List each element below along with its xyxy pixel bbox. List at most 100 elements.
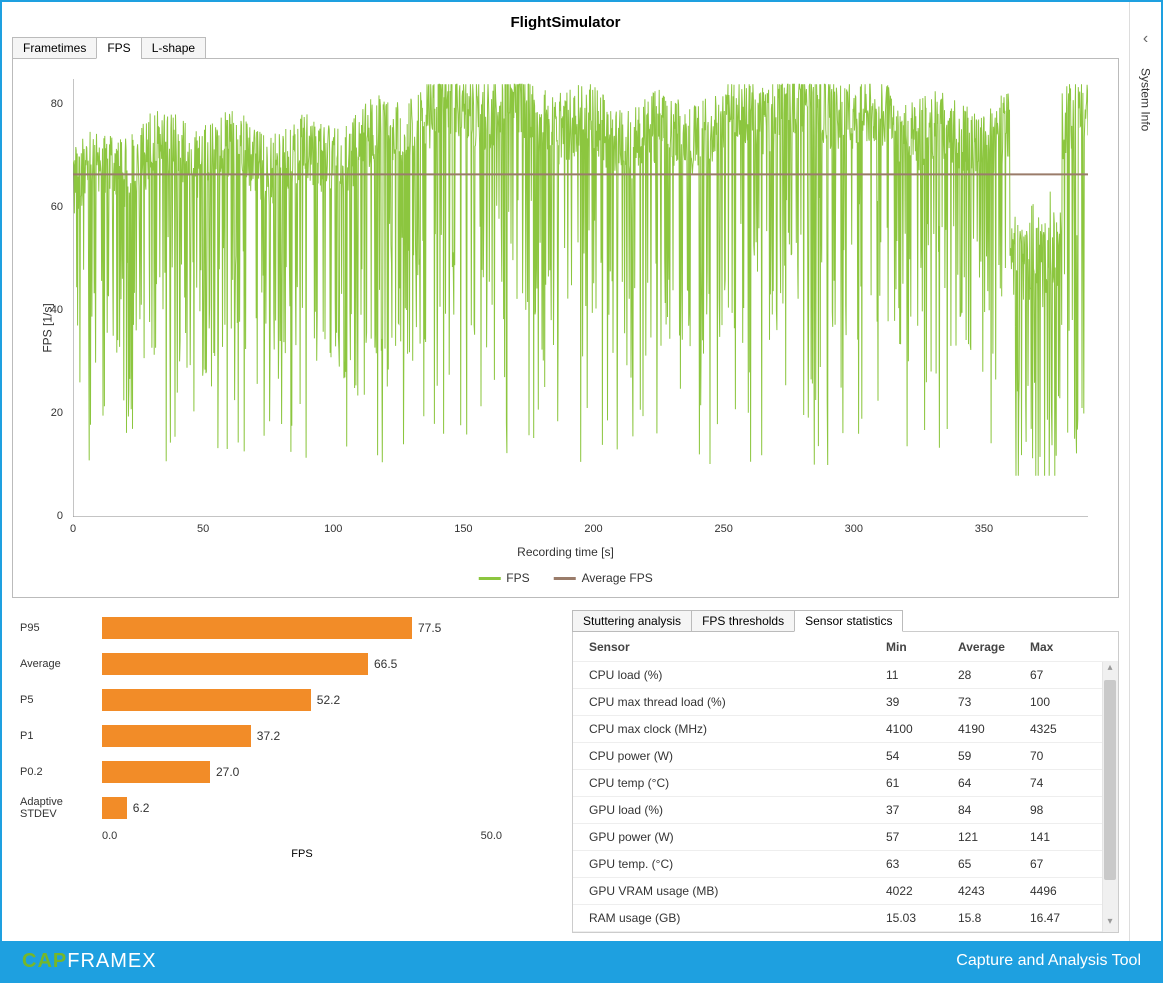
tab-stuttering-analysis[interactable]: Stuttering analysis bbox=[572, 610, 692, 632]
footer-bar: CAPFRAMEX Capture and Analysis Tool bbox=[2, 941, 1161, 981]
cell: 57 bbox=[886, 830, 958, 844]
cell: 39 bbox=[886, 695, 958, 709]
bar-label: P1 bbox=[20, 730, 102, 742]
cell: 37 bbox=[886, 803, 958, 817]
bar-row-adaptive-stdev: Adaptive STDEV6.2 bbox=[20, 790, 552, 826]
cell: 4325 bbox=[1030, 722, 1102, 736]
cell: 67 bbox=[1030, 857, 1102, 871]
scroll-thumb[interactable] bbox=[1104, 680, 1116, 880]
table-row[interactable]: CPU load (%)112867 bbox=[573, 662, 1118, 689]
legend-item: Average FPS bbox=[554, 571, 653, 585]
cell: CPU max clock (MHz) bbox=[589, 722, 886, 736]
col-min[interactable]: Min bbox=[886, 640, 958, 654]
cell: RAM usage (GB) bbox=[589, 911, 886, 925]
col-sensor[interactable]: Sensor bbox=[589, 640, 886, 654]
table-row[interactable]: GPU load (%)378498 bbox=[573, 797, 1118, 824]
percentile-bar-chart: P9577.5Average66.5P552.2P137.2P0.227.0Ad… bbox=[12, 610, 552, 933]
bar-value: 52.2 bbox=[317, 693, 340, 707]
bar-row-p0-2: P0.227.0 bbox=[20, 754, 552, 790]
chevron-left-icon: ‹ bbox=[1143, 30, 1148, 48]
main-area: FlightSimulator FrametimesFPSL-shape FPS… bbox=[2, 2, 1161, 941]
y-tick-label: 80 bbox=[33, 98, 63, 110]
cell: 28 bbox=[958, 668, 1030, 682]
y-tick-label: 60 bbox=[33, 201, 63, 213]
cell: 70 bbox=[1030, 749, 1102, 763]
table-row[interactable]: CPU temp (°C)616474 bbox=[573, 770, 1118, 797]
scrollbar[interactable]: ▴ ▾ bbox=[1102, 662, 1118, 932]
bar-value: 66.5 bbox=[374, 657, 397, 671]
cell: GPU VRAM usage (MB) bbox=[589, 884, 886, 898]
table-row[interactable]: CPU max thread load (%)3973100 bbox=[573, 689, 1118, 716]
scroll-down-icon[interactable]: ▾ bbox=[1102, 916, 1118, 932]
app-logo: CAPFRAMEX bbox=[22, 950, 157, 973]
cell: 4190 bbox=[958, 722, 1030, 736]
cell: 54 bbox=[886, 749, 958, 763]
cell: CPU temp (°C) bbox=[589, 776, 886, 790]
bar-axis: 0.0 50.0 bbox=[102, 830, 502, 842]
legend-swatch bbox=[554, 577, 576, 580]
cell: 100 bbox=[1030, 695, 1102, 709]
table-row[interactable]: CPU max clock (MHz)410041904325 bbox=[573, 716, 1118, 743]
bar-fill bbox=[102, 761, 210, 783]
bar-value: 6.2 bbox=[133, 801, 150, 815]
x-tick-label: 300 bbox=[845, 523, 863, 535]
x-tick-label: 150 bbox=[454, 523, 472, 535]
col-max[interactable]: Max bbox=[1030, 640, 1102, 654]
x-tick-label: 100 bbox=[324, 523, 342, 535]
cell: 16.47 bbox=[1030, 911, 1102, 925]
bar-x-axis-label: FPS bbox=[102, 848, 502, 860]
tab-l-shape[interactable]: L-shape bbox=[141, 37, 206, 59]
legend-label: FPS bbox=[506, 571, 529, 585]
table-row[interactable]: RAM usage (GB)15.0315.816.47 bbox=[573, 905, 1118, 932]
chart-tabs: FrametimesFPSL-shape bbox=[12, 37, 1119, 59]
bar-value: 77.5 bbox=[418, 621, 441, 635]
cell: 63 bbox=[886, 857, 958, 871]
bar-label: P95 bbox=[20, 622, 102, 634]
x-tick-label: 0 bbox=[70, 523, 76, 535]
x-tick-label: 250 bbox=[714, 523, 732, 535]
page-title: FlightSimulator bbox=[12, 10, 1119, 37]
tab-fps[interactable]: FPS bbox=[96, 37, 141, 59]
bar-fill bbox=[102, 689, 311, 711]
table-row[interactable]: GPU temp. (°C)636567 bbox=[573, 851, 1118, 878]
bar-label: Average bbox=[20, 658, 102, 670]
cell: 4100 bbox=[886, 722, 958, 736]
footer-tagline: Capture and Analysis Tool bbox=[956, 952, 1141, 970]
table-row[interactable]: GPU power (W)57121141 bbox=[573, 824, 1118, 851]
cell: 67 bbox=[1030, 668, 1102, 682]
cell: 84 bbox=[958, 803, 1030, 817]
cell: 73 bbox=[958, 695, 1030, 709]
scroll-up-icon[interactable]: ▴ bbox=[1102, 662, 1118, 678]
tab-fps-thresholds[interactable]: FPS thresholds bbox=[691, 610, 795, 632]
bar-label: P5 bbox=[20, 694, 102, 706]
bar-row-p95: P95 77.5 bbox=[20, 610, 552, 646]
cell: 64 bbox=[958, 776, 1030, 790]
col-avg[interactable]: Average bbox=[958, 640, 1030, 654]
cell: 65 bbox=[958, 857, 1030, 871]
chart-legend: FPS Average FPS bbox=[478, 571, 653, 585]
tab-sensor-statistics[interactable]: Sensor statistics bbox=[794, 610, 903, 632]
sensor-table: Sensor Min Average Max CPU load (%)11286… bbox=[572, 631, 1119, 933]
cell: 4022 bbox=[886, 884, 958, 898]
system-info-panel-toggle[interactable]: ‹ System Info bbox=[1129, 2, 1161, 941]
cell: 61 bbox=[886, 776, 958, 790]
cell: 121 bbox=[958, 830, 1030, 844]
cell: 4496 bbox=[1030, 884, 1102, 898]
fps-chart: FPS [1/s] 020406080 05010015020025030035… bbox=[12, 58, 1119, 598]
cell: CPU max thread load (%) bbox=[589, 695, 886, 709]
cell: 11 bbox=[886, 668, 958, 682]
bar-fill bbox=[102, 653, 368, 675]
bar-value: 27.0 bbox=[216, 765, 239, 779]
table-row[interactable]: GPU VRAM usage (MB)402242434496 bbox=[573, 878, 1118, 905]
y-tick-label: 40 bbox=[33, 304, 63, 316]
logo-cap: CAP bbox=[22, 950, 67, 972]
cell: GPU load (%) bbox=[589, 803, 886, 817]
table-row[interactable]: CPU power (W)545970 bbox=[573, 743, 1118, 770]
fps-series-line bbox=[73, 84, 1088, 476]
cell: CPU load (%) bbox=[589, 668, 886, 682]
x-tick-label: 200 bbox=[584, 523, 602, 535]
cell: 15.8 bbox=[958, 911, 1030, 925]
stats-tabs: Stuttering analysisFPS thresholdsSensor … bbox=[572, 610, 1119, 632]
tab-frametimes[interactable]: Frametimes bbox=[12, 37, 97, 59]
cell: GPU temp. (°C) bbox=[589, 857, 886, 871]
